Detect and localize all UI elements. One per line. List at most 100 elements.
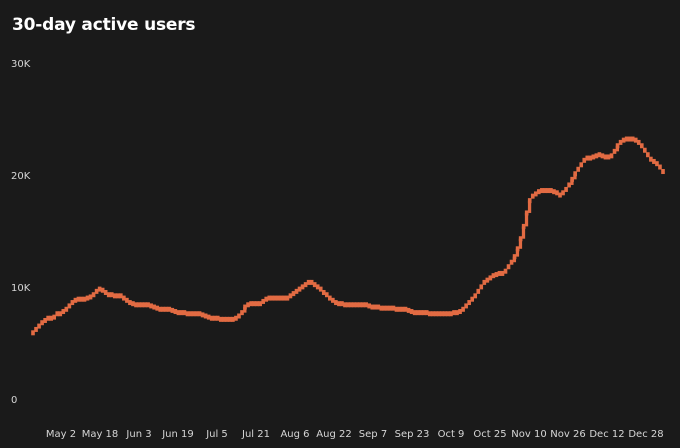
x-tick-label: Jun 19 <box>161 429 194 440</box>
data-point <box>218 316 223 322</box>
data-point <box>215 315 220 321</box>
data-point <box>491 273 496 279</box>
data-point <box>49 315 53 321</box>
data-point <box>564 186 568 192</box>
data-point <box>394 306 399 312</box>
data-point <box>61 309 66 315</box>
data-point <box>112 293 117 299</box>
data-point <box>661 169 665 175</box>
data-point <box>131 301 135 307</box>
data-point <box>88 294 93 300</box>
data-point <box>97 286 102 292</box>
data-point <box>385 305 390 311</box>
data-point <box>294 288 299 294</box>
data-point <box>52 314 57 320</box>
data-point <box>627 136 632 142</box>
data-point <box>533 191 538 197</box>
data-point <box>279 295 284 301</box>
data-point <box>415 310 420 316</box>
data-point <box>636 139 641 145</box>
data-point <box>506 264 511 270</box>
data-point <box>470 296 474 302</box>
data-point <box>340 301 344 307</box>
data-point <box>609 153 614 159</box>
data-point <box>603 154 608 160</box>
data-point <box>152 304 156 310</box>
data-point <box>119 293 123 299</box>
data-point <box>149 303 153 309</box>
x-tick-label: Jul 5 <box>205 429 228 440</box>
data-point <box>122 295 126 301</box>
data-point <box>494 272 499 278</box>
data-step-connector <box>518 238 523 249</box>
data-point <box>115 293 120 299</box>
data-point <box>373 304 378 310</box>
data-point <box>618 139 623 145</box>
data-point <box>137 302 141 308</box>
data-point <box>109 292 114 298</box>
data-point <box>261 298 266 304</box>
data-point <box>228 316 232 322</box>
data-point <box>134 302 138 308</box>
x-tick-label: Nov 10 <box>511 429 546 440</box>
data-point <box>476 288 481 294</box>
data-step-connector <box>243 307 247 313</box>
x-tick-label: Sep 23 <box>395 429 430 440</box>
data-point <box>58 311 63 317</box>
data-step-connector <box>527 200 532 213</box>
y-tick-label: 0 <box>11 395 17 406</box>
x-tick-label: May 2 <box>46 429 76 440</box>
data-point <box>212 315 217 321</box>
data-point <box>461 306 465 312</box>
data-point <box>191 311 196 317</box>
data-point <box>409 309 414 315</box>
data-point <box>82 296 87 302</box>
data-point <box>331 297 335 303</box>
data-point <box>255 301 259 307</box>
data-step-connector <box>524 212 529 227</box>
data-point <box>655 161 659 167</box>
chart-title: 30-day active users <box>12 15 196 35</box>
data-point <box>309 279 314 285</box>
data-point <box>443 311 447 317</box>
data-point <box>630 136 635 142</box>
data-point <box>391 305 396 311</box>
data-point <box>576 166 581 172</box>
data-point <box>437 311 441 317</box>
data-point <box>240 310 244 316</box>
data-point <box>370 304 375 310</box>
data-point <box>67 303 72 309</box>
data-point <box>579 162 584 168</box>
data-point <box>355 302 359 308</box>
data-point <box>324 292 329 298</box>
data-point <box>543 188 547 194</box>
data-point <box>318 286 323 292</box>
data-point <box>288 293 293 299</box>
x-tick-label: Dec 12 <box>589 429 624 440</box>
y-axis-labels: 0 10K 20K 30K <box>11 59 31 406</box>
data-point <box>46 315 50 321</box>
data-point <box>146 302 150 308</box>
data-step-connector <box>521 226 526 239</box>
data-point <box>170 307 175 313</box>
data-point <box>485 277 490 283</box>
data-point <box>34 326 38 332</box>
data-point <box>633 137 638 143</box>
data-point <box>282 295 287 301</box>
data-point <box>125 297 129 303</box>
data-point <box>328 295 332 301</box>
data-point <box>182 310 187 316</box>
data-point <box>555 190 559 196</box>
data-point <box>276 295 281 301</box>
data-point <box>103 289 108 295</box>
data-point <box>158 306 163 312</box>
data-point <box>434 311 438 317</box>
data-point <box>206 314 211 320</box>
data-point <box>530 193 535 199</box>
data-point <box>376 304 381 310</box>
data-point <box>291 291 296 297</box>
data-point <box>621 137 626 143</box>
data-point <box>343 302 347 308</box>
data-point <box>188 311 193 317</box>
